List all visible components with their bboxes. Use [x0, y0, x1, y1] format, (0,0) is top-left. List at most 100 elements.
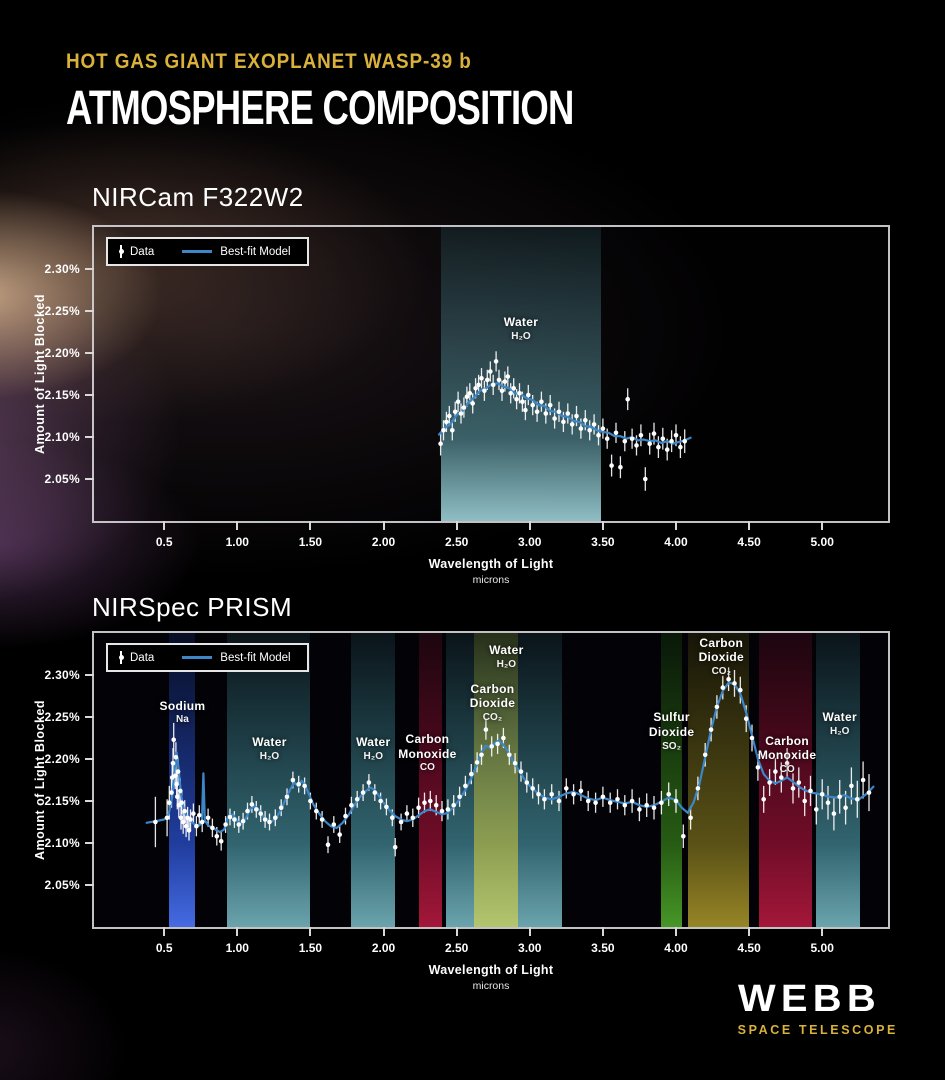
chart-canvas — [438, 351, 692, 491]
x-tick-label: 4.00 — [664, 535, 688, 549]
x-tick-label: 2.50 — [444, 941, 469, 955]
y-tick — [85, 352, 94, 354]
annotation-name: Carbon Monoxide — [757, 733, 817, 763]
x-axis-units: microns — [472, 574, 510, 586]
annotation-formula: CO₂ — [711, 665, 732, 677]
y-tick — [85, 394, 94, 396]
y-tick — [85, 716, 94, 718]
legend: Data Best-fit Model — [106, 237, 309, 266]
x-tick — [309, 521, 312, 530]
annotation-name: Carbon Monoxide — [398, 732, 457, 761]
x-tick-label: 4.50 — [737, 941, 761, 955]
y-tick — [85, 268, 94, 270]
legend-data-item: Data — [118, 245, 155, 258]
y-tick-label: 2.15% — [44, 794, 80, 808]
carbon-dioxide-band-1 — [474, 633, 519, 927]
annotation-formula: Na — [176, 714, 189, 726]
webb-wordmark: WEBB — [737, 978, 881, 1020]
annotation-formula: CO — [419, 762, 435, 774]
x-tick — [382, 927, 385, 936]
x-tick — [528, 927, 531, 936]
header: HOT GAS GIANT EXOPLANET WASP-39 b ATMOSP… — [66, 50, 734, 136]
annotation-formula: H₂O — [259, 751, 280, 763]
annotation-formula: H₂O — [496, 658, 517, 670]
annotation-name: Carbon Dioxide — [469, 681, 516, 711]
page-title: ATMOSPHERE COMPOSITION — [66, 82, 574, 135]
carbon-dioxide-label-1: Carbon Dioxide CO₂ — [470, 682, 515, 723]
y-tick-label: 2.25% — [44, 710, 80, 724]
x-tick — [236, 521, 239, 530]
annotation-formula: SO₂ — [662, 740, 682, 752]
x-tick-label: 0.5 — [155, 941, 173, 955]
carbon-monoxide-label-2: Carbon Monoxide CO — [758, 734, 816, 775]
x-tick-label: 0.5 — [155, 535, 173, 549]
y-tick-label: 2.15% — [44, 388, 80, 402]
nircam-plot-area: Amount of Light Blocked Data Best-fit Mo… — [33, 225, 890, 586]
y-tick-label: 2.05% — [44, 472, 80, 486]
x-tick — [236, 927, 239, 936]
annotation-name: Water — [503, 315, 539, 330]
x-tick-label: 1.00 — [225, 535, 249, 549]
x-tick — [821, 927, 824, 936]
water-label-2: Water H₂O — [356, 735, 390, 762]
x-tick — [674, 927, 677, 936]
annotation-name: Water — [252, 735, 287, 750]
data-points — [153, 676, 872, 850]
x-tick — [601, 927, 604, 936]
x-tick-label: 3.00 — [518, 941, 542, 955]
x-tick-label: 5.00 — [810, 535, 834, 549]
water-label-1: Water H₂O — [252, 735, 286, 762]
data-points — [438, 359, 687, 482]
x-tick-label: 3.00 — [518, 535, 542, 549]
y-tick-label: 2.10% — [44, 430, 80, 444]
y-tick-label: 2.30% — [44, 262, 80, 276]
water-band-2 — [351, 633, 396, 927]
water-band-4 — [816, 633, 861, 927]
nirspec-plot-area: Amount of Light Blocked Data Best-fit Mo… — [33, 631, 890, 992]
annotation-name: Water — [489, 643, 524, 658]
best-fit-model-line — [438, 382, 692, 445]
y-tick-label: 2.25% — [44, 304, 80, 318]
x-tick — [163, 521, 166, 530]
x-tick — [821, 521, 824, 530]
annotation-name: Water — [822, 710, 857, 725]
x-tick-label: 2.00 — [371, 535, 396, 549]
x-axis-title: Wavelength of Light — [428, 557, 554, 571]
x-tick — [382, 521, 385, 530]
legend-model-label: Best-fit Model — [220, 651, 291, 664]
y-tick — [85, 478, 94, 480]
x-axis-units: microns — [472, 980, 510, 992]
nirspec-chart-section: NIRSpec PRISM Amount of Light Blocked Da… — [0, 592, 945, 992]
y-tick-label: 2.20% — [44, 346, 80, 360]
x-tick — [528, 521, 531, 530]
x-tick-label: 1.50 — [298, 535, 323, 549]
x-tick-label: 2.00 — [371, 941, 396, 955]
water-band — [440, 227, 602, 521]
y-tick — [85, 436, 94, 438]
x-tick-label: 1.00 — [225, 941, 249, 955]
annotation-formula: H₂O — [363, 751, 383, 763]
nirspec-plot-background — [94, 633, 888, 927]
water-band-1 — [227, 633, 311, 927]
sodium-label: Sodium Na — [160, 699, 206, 726]
x-tick-label: 4.00 — [664, 941, 688, 955]
y-tick — [85, 310, 94, 312]
annotation-name: Sodium — [159, 698, 206, 713]
legend-model-item: Best-fit Model — [182, 245, 291, 258]
sulfur-dioxide-band — [661, 633, 682, 927]
legend-data-label: Data — [130, 245, 155, 258]
x-axis-label: Wavelength of Light microns — [94, 557, 888, 586]
legend: Data Best-fit Model — [106, 643, 309, 672]
x-tick-label: 3.50 — [591, 941, 615, 955]
legend-model-label: Best-fit Model — [220, 245, 291, 258]
webb-logo: WEBB SPACE TELESCOPE — [738, 980, 898, 1037]
x-tick-label: 2.50 — [444, 535, 469, 549]
x-axis-title: Wavelength of Light — [428, 963, 554, 977]
carbon-dioxide-label-2: Carbon Dioxide CO₂ — [699, 636, 744, 677]
annotation-formula: H₂O — [830, 725, 850, 737]
carbon-monoxide-label-1: Carbon Monoxide CO — [398, 732, 456, 773]
y-tick-label: 2.30% — [44, 668, 80, 682]
nircam-chart-title: NIRCam F322W2 — [92, 182, 304, 212]
x-tick-label: 5.00 — [810, 941, 834, 955]
x-tick — [455, 927, 458, 936]
